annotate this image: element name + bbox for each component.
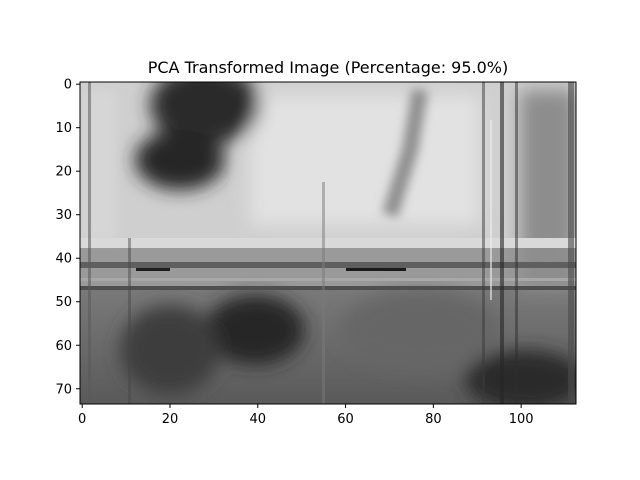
bright-horizontal-band <box>80 238 576 248</box>
x-tick-label: 60 <box>337 412 354 427</box>
heatmap-image <box>80 82 576 404</box>
horizontal-artifact-dark <box>80 286 576 290</box>
dark-blob-upper <box>150 82 260 145</box>
horizontal-artifact-light <box>80 278 576 281</box>
light-region-top <box>250 95 480 225</box>
diagonal-streak <box>382 88 428 218</box>
mid-right-band <box>340 290 500 370</box>
y-tick-label: 40 <box>55 252 72 267</box>
dark-region-bottom-right <box>465 350 576 404</box>
x-tick-label: 20 <box>162 412 179 427</box>
vertical-artifact-4 <box>500 82 504 404</box>
y-tick-label: 30 <box>55 208 72 223</box>
x-tick-label: 40 <box>249 412 266 427</box>
y-tick-label: 10 <box>55 121 72 136</box>
y-tick-label: 70 <box>55 382 72 397</box>
y-tick-label: 50 <box>55 295 72 310</box>
vertical-artifact-1 <box>88 82 91 404</box>
x-tick-label: 100 <box>509 412 534 427</box>
x-tick-label: 0 <box>78 412 86 427</box>
right-column-shade <box>520 90 576 290</box>
y-tick-label: 0 <box>64 78 72 93</box>
dark-blob-upper-lower-part <box>135 130 225 190</box>
y-axis: 0 10 20 30 40 50 60 70 <box>55 78 80 397</box>
chart-title: PCA Transformed Image (Percentage: 95.0%… <box>148 58 509 77</box>
y-tick-label: 60 <box>55 339 72 354</box>
dark-line-left <box>136 268 170 271</box>
dark-line-center <box>346 268 406 271</box>
vertical-artifact-3 <box>482 82 485 404</box>
dark-blob-lower <box>205 295 305 365</box>
x-tick-label: 80 <box>425 412 442 427</box>
dark-region-lower-left <box>120 305 220 395</box>
vertical-artifact-7 <box>322 182 325 404</box>
vertical-artifact-8 <box>568 82 574 404</box>
vertical-artifact-6 <box>490 120 492 300</box>
x-axis: 0 20 40 60 80 100 <box>78 404 534 427</box>
horizontal-artifact-band <box>80 262 576 268</box>
y-tick-label: 20 <box>55 165 72 180</box>
plot-frame <box>79 81 577 405</box>
vertical-artifact-2 <box>128 238 131 404</box>
vertical-artifact-5 <box>515 82 518 404</box>
